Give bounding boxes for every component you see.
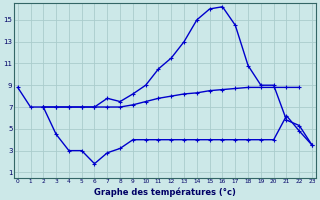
X-axis label: Graphe des températures (°c): Graphe des températures (°c) bbox=[94, 187, 236, 197]
